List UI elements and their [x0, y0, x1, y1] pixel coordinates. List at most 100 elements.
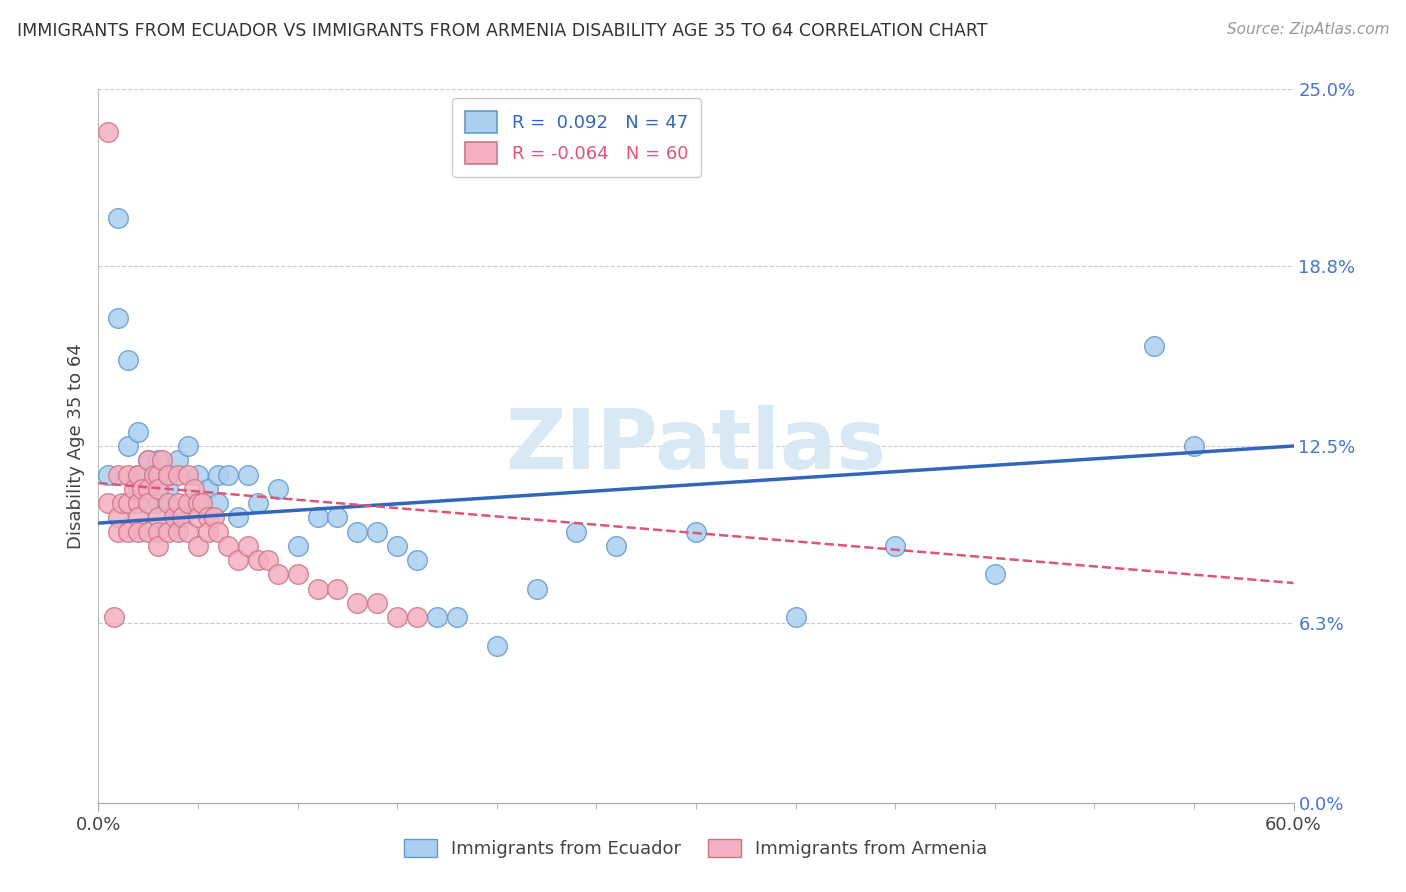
- Point: [157, 496, 180, 510]
- Point: [117, 353, 139, 368]
- Point: [267, 482, 290, 496]
- Point: [307, 510, 329, 524]
- Point: [685, 524, 707, 539]
- Point: [884, 539, 907, 553]
- Point: [127, 482, 149, 496]
- Point: [236, 539, 259, 553]
- Point: [287, 567, 309, 582]
- Point: [148, 496, 170, 510]
- Point: [167, 510, 190, 524]
- Point: [167, 453, 190, 467]
- Point: [207, 467, 229, 482]
- Point: [97, 496, 120, 510]
- Point: [177, 524, 200, 539]
- Point: [167, 467, 190, 482]
- Point: [117, 467, 139, 482]
- Point: [148, 524, 170, 539]
- Point: [385, 610, 409, 624]
- Point: [148, 510, 170, 524]
- Point: [157, 467, 180, 482]
- Point: [526, 582, 548, 596]
- Point: [326, 582, 349, 596]
- Point: [148, 539, 170, 553]
- Point: [406, 553, 429, 567]
- Point: [136, 482, 159, 496]
- Point: [217, 539, 239, 553]
- Point: [127, 496, 149, 510]
- Point: [191, 496, 214, 510]
- Y-axis label: Disability Age 35 to 64: Disability Age 35 to 64: [66, 343, 84, 549]
- Point: [124, 482, 146, 496]
- Point: [207, 496, 229, 510]
- Point: [117, 524, 139, 539]
- Point: [148, 482, 170, 496]
- Legend: Immigrants from Ecuador, Immigrants from Armenia: Immigrants from Ecuador, Immigrants from…: [396, 831, 995, 865]
- Text: ZIPatlas: ZIPatlas: [506, 406, 886, 486]
- Point: [197, 510, 219, 524]
- Point: [366, 596, 388, 610]
- Point: [287, 539, 309, 553]
- Point: [97, 467, 120, 482]
- Point: [117, 439, 139, 453]
- Point: [236, 467, 259, 482]
- Point: [246, 553, 269, 567]
- Point: [136, 496, 159, 510]
- Point: [167, 524, 190, 539]
- Text: Source: ZipAtlas.com: Source: ZipAtlas.com: [1226, 22, 1389, 37]
- Point: [346, 596, 368, 610]
- Point: [111, 496, 134, 510]
- Point: [187, 467, 209, 482]
- Point: [157, 524, 180, 539]
- Point: [485, 639, 508, 653]
- Point: [157, 467, 180, 482]
- Point: [143, 467, 166, 482]
- Point: [326, 510, 349, 524]
- Point: [1182, 439, 1205, 453]
- Point: [136, 453, 159, 467]
- Point: [217, 467, 239, 482]
- Point: [256, 553, 278, 567]
- Point: [187, 496, 209, 510]
- Point: [197, 524, 219, 539]
- Point: [127, 510, 149, 524]
- Point: [984, 567, 1007, 582]
- Point: [246, 496, 269, 510]
- Point: [136, 453, 159, 467]
- Point: [187, 496, 209, 510]
- Point: [202, 510, 225, 524]
- Point: [177, 439, 200, 453]
- Point: [136, 482, 159, 496]
- Point: [366, 524, 388, 539]
- Point: [148, 467, 170, 482]
- Point: [307, 582, 329, 596]
- Point: [103, 610, 125, 624]
- Point: [187, 539, 209, 553]
- Point: [150, 453, 173, 467]
- Point: [107, 310, 129, 325]
- Point: [346, 524, 368, 539]
- Point: [148, 453, 170, 467]
- Point: [107, 524, 129, 539]
- Point: [163, 510, 186, 524]
- Point: [183, 482, 205, 496]
- Point: [148, 467, 170, 482]
- Point: [187, 510, 209, 524]
- Point: [565, 524, 588, 539]
- Point: [97, 125, 120, 139]
- Point: [605, 539, 627, 553]
- Point: [127, 425, 149, 439]
- Point: [136, 524, 159, 539]
- Point: [107, 211, 129, 225]
- Point: [406, 610, 429, 624]
- Point: [1143, 339, 1166, 353]
- Point: [172, 510, 194, 524]
- Point: [107, 467, 129, 482]
- Point: [107, 510, 129, 524]
- Point: [267, 567, 290, 582]
- Point: [131, 482, 153, 496]
- Point: [127, 524, 149, 539]
- Point: [226, 510, 249, 524]
- Text: IMMIGRANTS FROM ECUADOR VS IMMIGRANTS FROM ARMENIA DISABILITY AGE 35 TO 64 CORRE: IMMIGRANTS FROM ECUADOR VS IMMIGRANTS FR…: [17, 22, 987, 40]
- Point: [226, 553, 249, 567]
- Point: [177, 467, 200, 482]
